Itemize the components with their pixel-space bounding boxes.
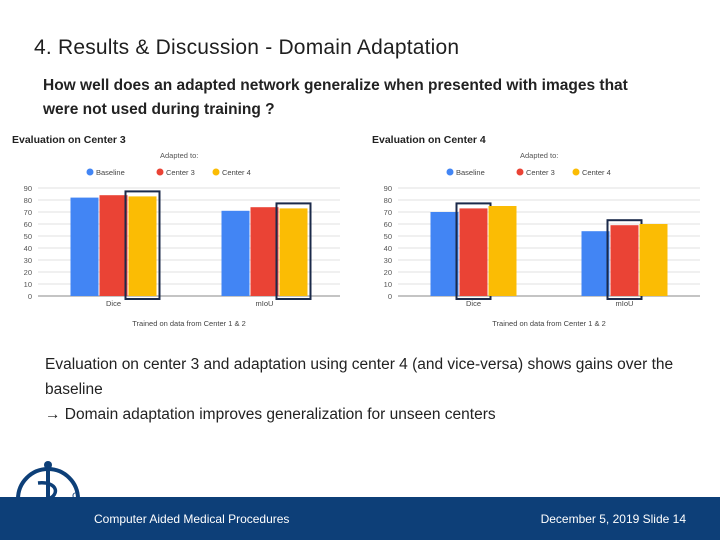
legend-swatch-baseline (446, 168, 454, 176)
y-tick-label: 60 (24, 220, 32, 229)
y-tick-label: 90 (24, 184, 32, 193)
legend-label: Center 4 (582, 168, 611, 177)
legend-label: Center 4 (222, 168, 251, 177)
x-axis-label: Trained on data from Center 1 & 2 (492, 319, 606, 328)
legend-swatch-baseline (86, 168, 94, 176)
legend-label: Center 3 (166, 168, 195, 177)
y-tick-label: 10 (384, 280, 392, 289)
chart-center-3-svg: Evaluation on Center 3 Adapted to: Baselin… (12, 134, 340, 328)
chart-center-3: Evaluation on Center 3 Adapted to: Baselin… (10, 130, 350, 335)
highlight-box (275, 202, 312, 300)
chart-title: Evaluation on Center 4 (372, 134, 486, 146)
y-tick-label: 80 (24, 196, 32, 205)
y-tick-label: 60 (384, 220, 392, 229)
legend-label: Baseline (96, 168, 125, 177)
research-question: How well does an adapted network general… (43, 77, 628, 118)
conclusion-line-2: → Domain adaptation improves generalizat… (45, 406, 496, 423)
bar-center-4-dice (488, 206, 517, 296)
y-tick-label: 90 (384, 184, 392, 193)
legend-title: Adapted to: (160, 151, 198, 160)
bar-center-3-dice (459, 208, 488, 296)
y-tick-label: 10 (24, 280, 32, 289)
bar-center-3-miou (610, 225, 639, 296)
y-tick-label: 0 (388, 292, 392, 301)
legend-label: Baseline (456, 168, 485, 177)
bar-center-4-dice (128, 196, 157, 296)
chart-center-4: Evaluation on Center 4 Adapted to: Baselin… (370, 130, 710, 335)
legend-title: Adapted to: (520, 151, 558, 160)
footer-date-slide: December 5, 2019 Slide 14 (540, 512, 686, 526)
x-tick-label: Dice (466, 299, 481, 308)
bar-baseline-dice (70, 197, 99, 296)
y-tick-label: 30 (384, 256, 392, 265)
slide-title: 4. Results & Discussion - Domain Adaptat… (34, 36, 460, 59)
footer-bar: Computer Aided Medical Procedures Decemb… (0, 497, 720, 540)
y-tick-label: 50 (384, 232, 392, 241)
y-tick-label: 40 (384, 244, 392, 253)
chart-center-4-svg: Evaluation on Center 4 Adapted to: Baselin… (372, 134, 700, 328)
x-axis-label: Trained on data from Center 1 & 2 (132, 319, 246, 328)
y-tick-label: 30 (24, 256, 32, 265)
x-tick-label: mIoU (616, 299, 634, 308)
conclusion-line-1: Evaluation on center 3 and adaptation us… (45, 356, 674, 398)
x-tick-label: Dice (106, 299, 121, 308)
y-tick-label: 70 (24, 208, 32, 217)
bar-center-3-miou (250, 207, 279, 296)
legend-swatch-center-4 (572, 168, 580, 176)
x-tick-label: mIoU (256, 299, 274, 308)
legend-swatch-center-3 (156, 168, 164, 176)
conclusion-text: Evaluation on center 3 and adaptation us… (45, 352, 685, 427)
y-tick-label: 20 (384, 268, 392, 277)
y-tick-label: 20 (24, 268, 32, 277)
y-tick-label: 80 (384, 196, 392, 205)
bar-center-4-miou (279, 208, 308, 296)
bar-baseline-miou (221, 210, 250, 296)
legend-swatch-center-3 (516, 168, 524, 176)
chart-title: Evaluation on Center 3 (12, 134, 126, 146)
legend-swatch-center-4 (212, 168, 220, 176)
y-tick-label: 0 (28, 292, 32, 301)
y-tick-label: 40 (24, 244, 32, 253)
bar-baseline-dice (430, 212, 459, 296)
bar-center-4-miou (639, 224, 668, 296)
legend-label: Center 3 (526, 168, 555, 177)
bar-baseline-miou (581, 231, 610, 296)
highlight-box (124, 190, 161, 300)
y-tick-label: 50 (24, 232, 32, 241)
y-tick-label: 70 (384, 208, 392, 217)
footer-institution: Computer Aided Medical Procedures (94, 512, 290, 526)
bar-center-3-dice (99, 195, 128, 296)
